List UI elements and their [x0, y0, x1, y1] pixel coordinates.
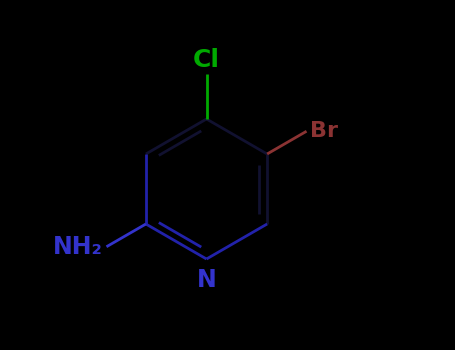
- Text: Br: Br: [310, 121, 338, 141]
- Text: N: N: [197, 268, 217, 292]
- Text: NH₂: NH₂: [53, 235, 103, 259]
- Text: Cl: Cl: [193, 48, 220, 72]
